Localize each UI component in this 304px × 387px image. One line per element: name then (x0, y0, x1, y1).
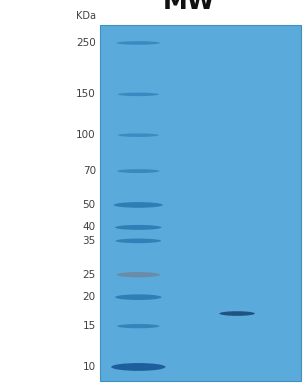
Ellipse shape (117, 169, 160, 173)
Text: 35: 35 (82, 236, 96, 246)
Ellipse shape (116, 272, 160, 277)
Ellipse shape (219, 311, 255, 316)
Ellipse shape (111, 363, 165, 371)
Ellipse shape (115, 295, 162, 300)
Text: 50: 50 (83, 200, 96, 210)
Ellipse shape (114, 202, 163, 208)
Text: 25: 25 (82, 270, 96, 280)
Text: MW: MW (162, 0, 215, 14)
Text: KDa: KDa (76, 10, 96, 21)
Ellipse shape (118, 134, 159, 137)
Ellipse shape (117, 324, 160, 328)
Ellipse shape (116, 238, 161, 243)
Text: 150: 150 (76, 89, 96, 99)
Ellipse shape (118, 92, 159, 96)
Text: 15: 15 (82, 321, 96, 331)
Bar (100, 25, 301, 381)
Ellipse shape (115, 225, 162, 230)
Text: 250: 250 (76, 38, 96, 48)
Text: 20: 20 (83, 292, 96, 302)
Text: 10: 10 (83, 362, 96, 372)
Text: 100: 100 (76, 130, 96, 140)
Text: 40: 40 (83, 223, 96, 233)
Text: 70: 70 (83, 166, 96, 176)
Ellipse shape (116, 41, 160, 45)
